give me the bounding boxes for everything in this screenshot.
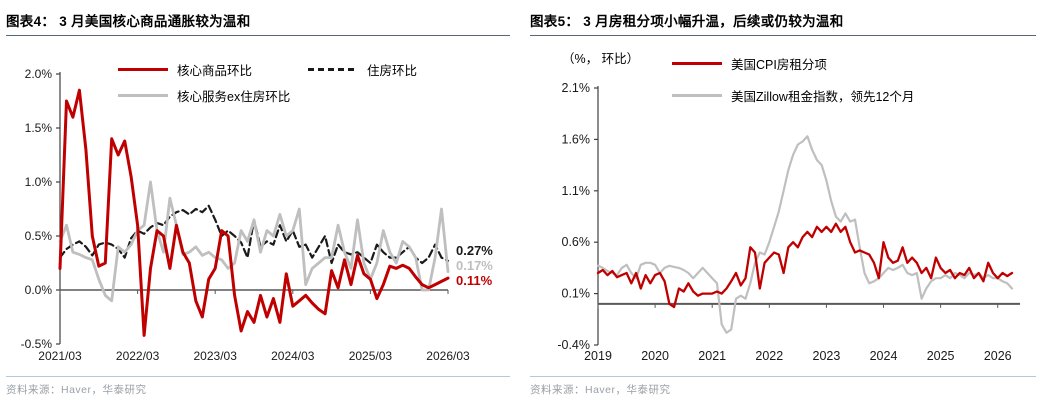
svg-text:2022: 2022: [755, 349, 783, 363]
svg-text:1.5%: 1.5%: [25, 121, 53, 135]
red-line-sample-icon: [672, 62, 722, 65]
svg-text:0.5%: 0.5%: [25, 229, 53, 243]
svg-text:0.6%: 0.6%: [562, 235, 591, 249]
figure4-source: 资料来源：Haver，华泰研究: [6, 384, 147, 396]
figure5-panel: 图表5： 3 月房租分项小幅升温，后续或仍较为温和 （%， 环比） 美国CPI房…: [520, 0, 1040, 412]
svg-text:2.1%: 2.1%: [562, 81, 591, 95]
figure4-source-rule: [6, 376, 510, 377]
svg-text:2024/03: 2024/03: [271, 349, 315, 363]
figure4-chart-area: 核心商品环比 住房环比 核心服务ex住房环比 2.0% 1.5% 1.0% 0.5% 0…: [6, 38, 510, 376]
svg-text:2025: 2025: [927, 349, 955, 363]
svg-text:1.1%: 1.1%: [562, 184, 591, 198]
figure5-title: 图表5： 3 月房租分项小幅升温，后续或仍较为温和: [530, 14, 844, 29]
svg-text:2.0%: 2.0%: [25, 67, 53, 81]
svg-text:2023/03: 2023/03: [194, 349, 238, 363]
svg-text:2021: 2021: [698, 349, 726, 363]
svg-text:2022/03: 2022/03: [116, 349, 160, 363]
svg-text:2026/03: 2026/03: [426, 349, 470, 363]
dashed-line-sample-icon: [308, 68, 359, 71]
legend-item-core-services: 核心服务ex住房环比: [118, 86, 290, 105]
figure4-legend: 核心商品环比 住房环比 核心服务ex住房环比: [118, 60, 417, 112]
legend-label-zillow: 美国Zillow租金指数，领先12个月: [731, 90, 915, 104]
legend-item-core-goods: 核心商品环比: [118, 60, 252, 79]
svg-text:-0.5%: -0.5%: [21, 337, 53, 351]
svg-text:2024: 2024: [870, 349, 898, 363]
gray-line-sample-icon: [118, 94, 168, 97]
svg-text:2025/03: 2025/03: [349, 349, 393, 363]
svg-text:0.11%: 0.11%: [456, 273, 493, 288]
svg-text:0.1%: 0.1%: [562, 287, 591, 301]
figure5-legend: 美国CPI房租分项 美国Zillow租金指数，领先12个月: [672, 54, 914, 118]
svg-text:1.0%: 1.0%: [25, 175, 53, 189]
svg-text:2020: 2020: [641, 349, 669, 363]
figure5-chart-area: （%， 环比） 美国CPI房租分项 美国Zillow租金指数，领先12个月 2.…: [530, 38, 1036, 376]
gray-line-sample-icon: [672, 94, 722, 97]
svg-text:2023: 2023: [813, 349, 841, 363]
svg-text:2021/03: 2021/03: [38, 349, 82, 363]
svg-text:0.27%: 0.27%: [456, 243, 493, 258]
figure4-panel: 图表4： 3 月美国核心商品通胀较为温和 核心商品环比 住房环比: [6, 14, 510, 396]
svg-text:0.17%: 0.17%: [456, 258, 493, 273]
figure4-title-rule: [6, 35, 510, 36]
figure5-line-chart: 2.1% 1.6% 1.1% 0.6% 0.1% -0.4%2019 2020 2021 202…: [557, 81, 1020, 363]
svg-text:2026: 2026: [984, 349, 1012, 363]
figure5-source: 资料来源：Haver，华泰研究: [530, 384, 671, 396]
legend-label-cpi-rent: 美国CPI房租分项: [731, 58, 827, 72]
legend-item-housing: 住房环比: [308, 60, 417, 79]
svg-text:2019: 2019: [584, 349, 612, 363]
figure5-source-rule: [530, 376, 1036, 377]
red-line-sample-icon: [118, 68, 168, 71]
svg-text:-0.4%: -0.4%: [557, 338, 590, 352]
legend-item-zillow: 美国Zillow租金指数，领先12个月: [672, 86, 914, 105]
figure5-title-rule: [530, 35, 1036, 36]
legend-item-cpi-rent: 美国CPI房租分项: [672, 54, 827, 73]
legend-label-core-goods: 核心商品环比: [177, 64, 253, 78]
figure4-line-chart: 2.0% 1.5% 1.0% 0.5% 0.0% -0.5%2021/03 2022/03 2…: [21, 67, 494, 363]
legend-label-housing: 住房环比: [367, 64, 418, 78]
figure5-unit-label: （%， 环比）: [562, 52, 640, 66]
legend-label-core-services: 核心服务ex住房环比: [177, 90, 291, 104]
svg-text:1.6%: 1.6%: [562, 132, 591, 146]
figure4-title: 图表4： 3 月美国核心商品通胀较为温和: [6, 14, 251, 29]
svg-text:0.0%: 0.0%: [25, 283, 53, 297]
